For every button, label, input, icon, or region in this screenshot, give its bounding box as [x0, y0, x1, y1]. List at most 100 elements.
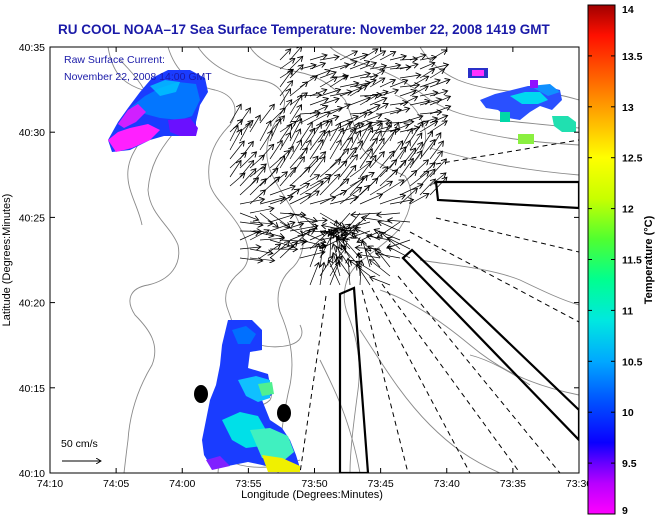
current-vector [429, 96, 450, 106]
current-vector [309, 123, 321, 142]
current-vector [299, 175, 320, 187]
contour-line [429, 147, 579, 176]
current-vector [289, 82, 308, 97]
current-vector [229, 104, 241, 124]
current-vector [349, 97, 370, 106]
current-vector [379, 180, 404, 196]
current-vector [329, 123, 341, 142]
current-vector [399, 97, 418, 106]
current-vector [289, 194, 311, 205]
contour-line [319, 359, 361, 473]
current-vector [349, 161, 372, 178]
current-vector [309, 63, 325, 70]
current-vector [249, 222, 273, 224]
x-tick-label: 73:55 [235, 478, 261, 490]
current-vector [419, 69, 435, 79]
current-vector [369, 66, 386, 69]
current-vector [249, 258, 275, 261]
current-vector [289, 140, 301, 160]
current-vector [309, 263, 319, 286]
current-vector [379, 90, 398, 97]
current-vector [419, 63, 435, 70]
current-vector [279, 49, 291, 61]
current-vector [379, 110, 401, 115]
sst-patch-northwest [108, 70, 208, 152]
current-vector [259, 131, 272, 151]
current-vector [249, 167, 265, 187]
current-vector [399, 64, 418, 70]
current-vector [379, 52, 396, 61]
current-vector [309, 90, 327, 97]
current-vector [409, 151, 422, 169]
contour-line [359, 329, 501, 473]
current-vector [409, 55, 426, 61]
current-vector [319, 174, 340, 196]
colorbar-tick-label: 9.5 [622, 458, 637, 470]
y-tick-label: 40:35 [19, 42, 45, 54]
current-vector [419, 140, 435, 160]
current-vector [319, 131, 330, 151]
current-vector [309, 175, 331, 187]
current-vector [309, 231, 330, 250]
current-vector [299, 113, 320, 124]
current-vector [259, 238, 284, 240]
current-vector [339, 116, 358, 124]
current-vector [329, 179, 349, 196]
current-vector [399, 184, 423, 196]
current-vector [239, 231, 259, 241]
current-vector [279, 146, 293, 169]
current-vector [309, 98, 328, 106]
x-tick-label: 74:10 [37, 478, 63, 490]
current-vector [329, 149, 349, 169]
x-tick-label: 73:30 [566, 478, 592, 490]
current-vector [289, 167, 310, 187]
current-vector [329, 140, 341, 160]
current-vector [299, 252, 325, 259]
current-vector [419, 163, 435, 178]
current-vector [249, 230, 269, 241]
current-vector [289, 47, 302, 61]
colorbar-tick-label: 10.5 [622, 356, 643, 368]
plot-area [50, 47, 579, 473]
current-vector [229, 129, 241, 151]
current-vector [348, 258, 350, 286]
current-vector [239, 247, 261, 249]
radar-beams [299, 139, 579, 473]
current-vector [269, 119, 280, 142]
current-vector [399, 159, 413, 178]
current-vector [379, 129, 400, 132]
current-vector [399, 85, 419, 87]
current-vector [319, 57, 339, 60]
current-vector [259, 121, 271, 142]
current-vector [339, 155, 357, 178]
current-vector [259, 212, 278, 227]
current-vector [319, 159, 341, 178]
current-vector [336, 257, 351, 277]
current-vector [409, 86, 428, 97]
current-vector [388, 220, 411, 222]
x-tick-label: 73:45 [367, 478, 393, 490]
current-vector [389, 56, 406, 61]
current-vector [249, 208, 274, 214]
current-vector [359, 194, 382, 205]
current-vector [369, 181, 392, 196]
current-vector [289, 157, 304, 178]
current-vectors [229, 47, 451, 286]
y-tick-label: 40:25 [19, 212, 45, 224]
current-vector [429, 177, 447, 196]
current-vector [359, 95, 378, 106]
current-vector [379, 129, 396, 151]
current-vector [229, 141, 244, 160]
current-vector [359, 63, 376, 70]
current-vector [419, 179, 435, 196]
current-vector [259, 104, 274, 124]
current-vector [369, 51, 386, 61]
x-tick-label: 74:00 [169, 478, 195, 490]
current-vector [269, 186, 295, 196]
current-vector [329, 64, 349, 70]
current-vector [429, 141, 443, 160]
current-vector [299, 191, 319, 205]
beam-outline [401, 248, 579, 442]
current-vector [409, 133, 422, 151]
annotation-line-1: Raw Surface Current: [64, 54, 165, 66]
